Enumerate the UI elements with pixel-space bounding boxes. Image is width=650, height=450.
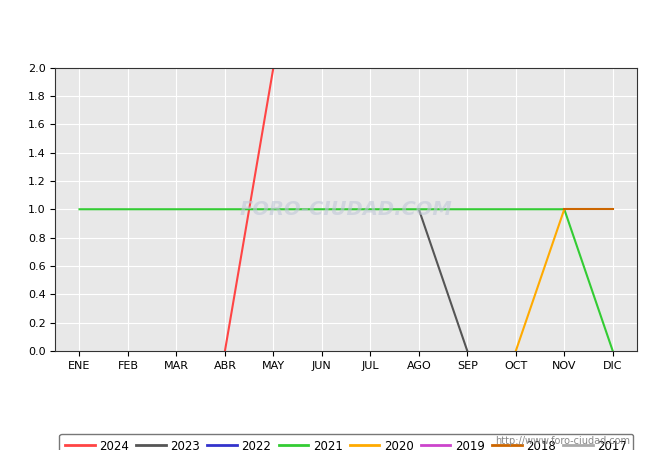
- Text: FORO-CIUDAD.COM: FORO-CIUDAD.COM: [240, 200, 452, 219]
- Line: 2023: 2023: [419, 209, 467, 351]
- Text: Afiliados en Güesa/Gorza a 30/9/2024: Afiliados en Güesa/Gorza a 30/9/2024: [150, 14, 500, 32]
- Text: http://www.foro-ciudad.com: http://www.foro-ciudad.com: [495, 436, 630, 446]
- Line: 2021: 2021: [79, 209, 613, 351]
- 2024: [221, 348, 229, 354]
- 2021: [75, 207, 83, 212]
- 2020: [512, 348, 520, 354]
- Legend: 2024, 2023, 2022, 2021, 2020, 2019, 2018, 2017: 2024, 2023, 2022, 2021, 2020, 2019, 2018…: [59, 434, 633, 450]
- 2021: [609, 348, 617, 354]
- 2018: [609, 207, 617, 212]
- 2023: [463, 348, 471, 354]
- 2018: [560, 207, 568, 212]
- 2021: [560, 207, 568, 212]
- 2024: [463, 65, 471, 70]
- 2024: [270, 65, 278, 70]
- Line: 2024: 2024: [225, 68, 467, 351]
- Line: 2020: 2020: [516, 209, 564, 351]
- 2023: [415, 207, 422, 212]
- 2020: [560, 207, 568, 212]
